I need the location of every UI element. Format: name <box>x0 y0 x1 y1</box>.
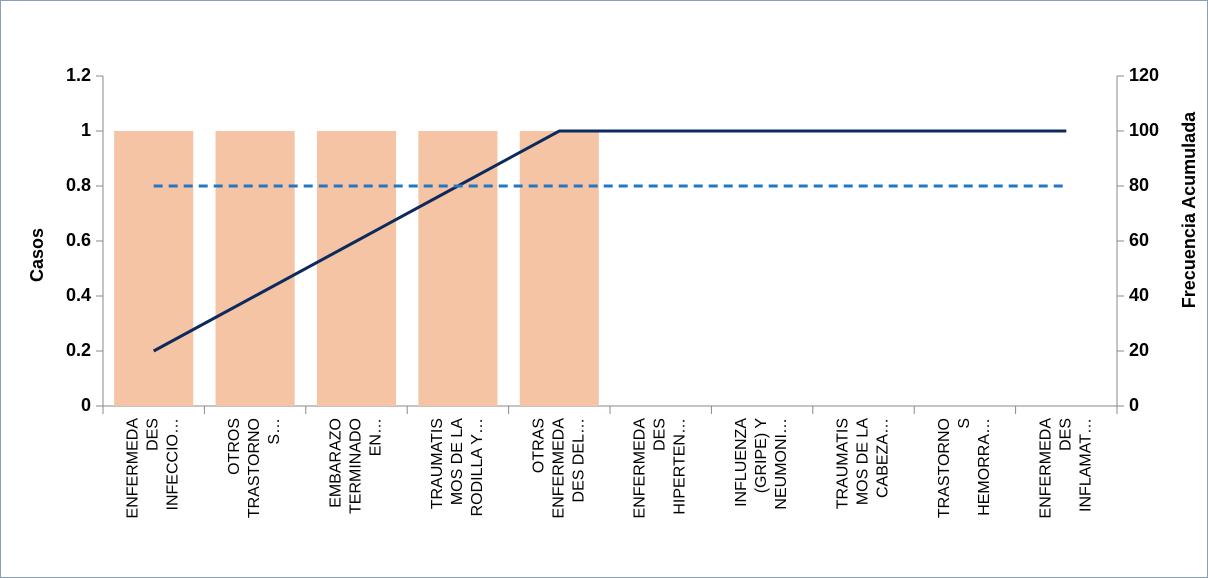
y2-tick-label: 120 <box>1129 65 1159 85</box>
y2-tick-label: 40 <box>1129 285 1149 305</box>
x-tick-label: TRASTORNO S HEMORRA… <box>936 418 993 518</box>
bar <box>114 131 194 406</box>
x-tick-label: TRAUMATIS MOS DE LA RODILLA Y… <box>429 418 486 517</box>
bar <box>418 131 498 406</box>
y-tick-label: 1.2 <box>66 65 91 85</box>
y2-tick-label: 80 <box>1129 175 1149 195</box>
y2-tick-label: 100 <box>1129 120 1159 140</box>
y2-tick-label: 0 <box>1129 395 1139 415</box>
bar <box>519 131 599 406</box>
bar <box>215 131 295 406</box>
x-tick-label: ENFERMEDA DES HIPERTEN… <box>632 418 689 519</box>
y-axis-title: Casos <box>27 228 47 282</box>
y2-tick-label: 60 <box>1129 230 1149 250</box>
y2-tick-label: 20 <box>1129 340 1149 360</box>
y-tick-label: 0.8 <box>66 175 91 195</box>
y2-axis-title: Frecuencia Acumulada <box>1179 111 1199 308</box>
x-tick-label: ENFERMEDA DES INFECCIO… <box>125 418 182 519</box>
y-tick-label: 0.6 <box>66 230 91 250</box>
x-tick-label: EMBARAZO TERMINADO EN… <box>328 418 385 514</box>
bar <box>316 131 397 406</box>
x-tick-label: ENFERMEDA DES INFLAMAT… <box>1038 418 1095 519</box>
y-tick-label: 0.4 <box>66 285 91 305</box>
cumulative-line <box>152 129 1067 353</box>
x-tick-label: INFLUENZA (GRIPE) Y NEUMONI… <box>733 418 790 510</box>
x-tick-label: OTROS TRASTORNO S… <box>226 418 283 518</box>
y-tick-label: 1 <box>81 120 91 140</box>
y-tick-label: 0 <box>81 395 91 415</box>
y-tick-label: 0.2 <box>66 340 91 360</box>
x-tick-label: OTRAS ENFERMEDA DES DEL… <box>531 418 588 519</box>
x-tick-label: TRAUMATIS MOS DE LA CABEZA… <box>835 418 892 510</box>
